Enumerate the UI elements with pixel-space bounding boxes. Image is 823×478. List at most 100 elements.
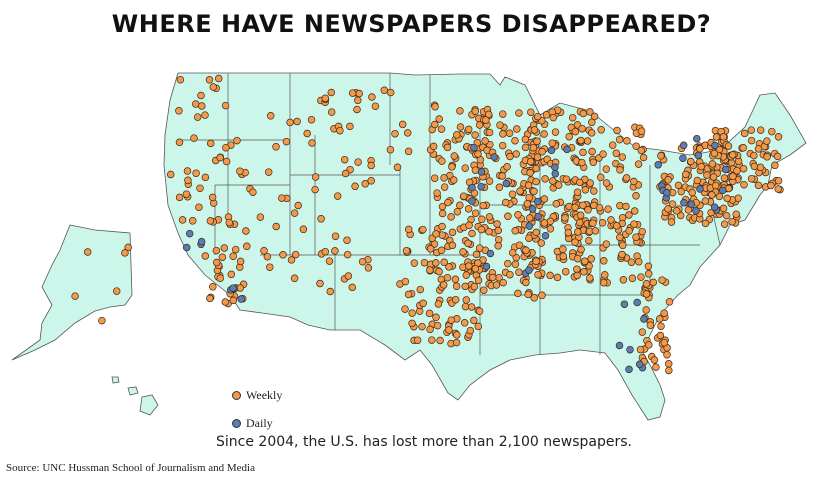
alaska-shape bbox=[11, 224, 133, 361]
weekly-newspaper-point bbox=[747, 136, 756, 145]
weekly-newspaper-point bbox=[728, 217, 736, 226]
weekly-newspaper-point bbox=[538, 147, 546, 156]
weekly-newspaper-point bbox=[658, 276, 666, 284]
weekly-newspaper-point bbox=[279, 251, 287, 259]
weekly-newspaper-point bbox=[420, 258, 429, 267]
weekly-newspaper-point bbox=[175, 107, 183, 115]
weekly-newspaper-point bbox=[747, 126, 756, 134]
weekly-newspaper-point bbox=[218, 253, 227, 261]
weekly-newspaper-point bbox=[166, 170, 175, 179]
weekly-newspaper-point bbox=[371, 102, 380, 110]
daily-newspaper-point bbox=[534, 197, 542, 206]
weekly-newspaper-point bbox=[708, 191, 716, 199]
weekly-newspaper-point bbox=[470, 282, 479, 291]
weekly-newspaper-point bbox=[587, 129, 596, 137]
weekly-newspaper-point bbox=[750, 151, 758, 160]
weekly-newspaper-point bbox=[325, 257, 334, 265]
weekly-newspaper-point bbox=[533, 112, 542, 121]
weekly-newspaper-point bbox=[525, 193, 533, 202]
weekly-newspaper-point bbox=[353, 105, 361, 114]
weekly-newspaper-point bbox=[628, 274, 637, 283]
weekly-newspaper-point bbox=[229, 252, 237, 260]
legend-item-weekly: Weekly bbox=[232, 388, 282, 402]
weekly-newspaper-point bbox=[590, 187, 598, 195]
weekly-newspaper-point bbox=[341, 169, 350, 178]
weekly-newspaper-point bbox=[524, 181, 533, 190]
weekly-newspaper-point bbox=[193, 113, 202, 121]
daily-newspaper-point bbox=[185, 229, 194, 238]
weekly-newspaper-point bbox=[402, 246, 411, 255]
weekly-newspaper-point bbox=[622, 202, 630, 211]
weekly-newspaper-point bbox=[368, 93, 376, 101]
weekly-newspaper-point bbox=[437, 125, 446, 133]
daily-newspaper-point bbox=[197, 237, 206, 246]
weekly-newspaper-point bbox=[573, 254, 582, 263]
weekly-newspaper-point bbox=[532, 164, 540, 173]
weekly-newspaper-point bbox=[514, 289, 522, 298]
daily-newspaper-point bbox=[490, 153, 498, 161]
weekly-newspaper-point bbox=[585, 236, 593, 245]
weekly-newspaper-point bbox=[249, 188, 257, 196]
weekly-newspaper-point bbox=[485, 177, 494, 185]
weekly-newspaper-point bbox=[575, 178, 584, 187]
weekly-newspaper-point bbox=[688, 188, 697, 197]
weekly-newspaper-point bbox=[222, 157, 231, 166]
weekly-newspaper-point bbox=[530, 294, 538, 302]
weekly-newspaper-point bbox=[615, 135, 624, 144]
weekly-newspaper-point bbox=[723, 194, 731, 203]
daily-newspaper-point bbox=[687, 200, 696, 209]
weekly-newspaper-point bbox=[426, 325, 434, 334]
weekly-newspaper-point bbox=[354, 96, 362, 105]
weekly-newspaper-point bbox=[472, 250, 481, 259]
daily-newspaper-point bbox=[640, 315, 648, 323]
weekly-newspaper-point bbox=[664, 205, 672, 213]
weekly-newspaper-point bbox=[485, 227, 493, 236]
weekly-newspaper-point bbox=[290, 274, 299, 283]
daily-newspaper-point bbox=[694, 151, 703, 160]
daily-newspaper-point bbox=[563, 145, 571, 154]
hawaii-oahu bbox=[111, 376, 120, 384]
weekly-newspaper-point bbox=[573, 188, 582, 196]
weekly-newspaper-point bbox=[498, 141, 507, 150]
weekly-newspaper-point bbox=[438, 209, 447, 218]
weekly-newspaper-point bbox=[222, 143, 230, 152]
weekly-newspaper-point bbox=[124, 243, 132, 252]
weekly-newspaper-point bbox=[380, 86, 389, 95]
weekly-newspaper-point bbox=[440, 258, 448, 267]
weekly-newspaper-point bbox=[432, 313, 440, 322]
weekly-newspaper-point bbox=[216, 274, 225, 282]
weekly-newspaper-point bbox=[612, 222, 621, 230]
weekly-newspaper-point bbox=[579, 201, 587, 209]
weekly-newspaper-point bbox=[293, 117, 301, 126]
weekly-newspaper-point bbox=[433, 189, 441, 197]
weekly-newspaper-point bbox=[475, 121, 484, 129]
weekly-newspaper-point bbox=[590, 112, 599, 121]
weekly-points bbox=[71, 74, 784, 375]
weekly-newspaper-point bbox=[763, 153, 771, 161]
daily-newspaper-point bbox=[551, 163, 559, 172]
weekly-newspaper-point bbox=[584, 206, 592, 214]
weekly-newspaper-point bbox=[632, 192, 640, 200]
weekly-newspaper-point bbox=[587, 255, 595, 263]
weekly-newspaper-point bbox=[581, 186, 590, 194]
weekly-newspaper-point bbox=[482, 116, 490, 124]
weekly-newspaper-point bbox=[448, 228, 457, 237]
weekly-newspaper-point bbox=[515, 109, 523, 117]
weekly-newspaper-point bbox=[450, 176, 458, 184]
weekly-newspaper-point bbox=[307, 115, 316, 124]
daily-newspaper-point bbox=[541, 231, 550, 240]
weekly-newspaper-point bbox=[209, 83, 218, 91]
weekly-newspaper-point bbox=[451, 295, 460, 304]
weekly-newspaper-point bbox=[471, 107, 480, 115]
daily-swatch bbox=[232, 418, 241, 428]
weekly-newspaper-point bbox=[642, 306, 650, 314]
weekly-newspaper-point bbox=[432, 259, 440, 267]
weekly-newspaper-point bbox=[206, 294, 214, 303]
weekly-newspaper-point bbox=[568, 113, 577, 122]
weekly-newspaper-point bbox=[511, 227, 519, 235]
weekly-newspaper-point bbox=[720, 220, 729, 228]
weekly-newspaper-point bbox=[475, 307, 484, 315]
weekly-newspaper-point bbox=[634, 160, 643, 168]
weekly-newspaper-point bbox=[435, 115, 443, 123]
weekly-newspaper-point bbox=[212, 246, 221, 255]
